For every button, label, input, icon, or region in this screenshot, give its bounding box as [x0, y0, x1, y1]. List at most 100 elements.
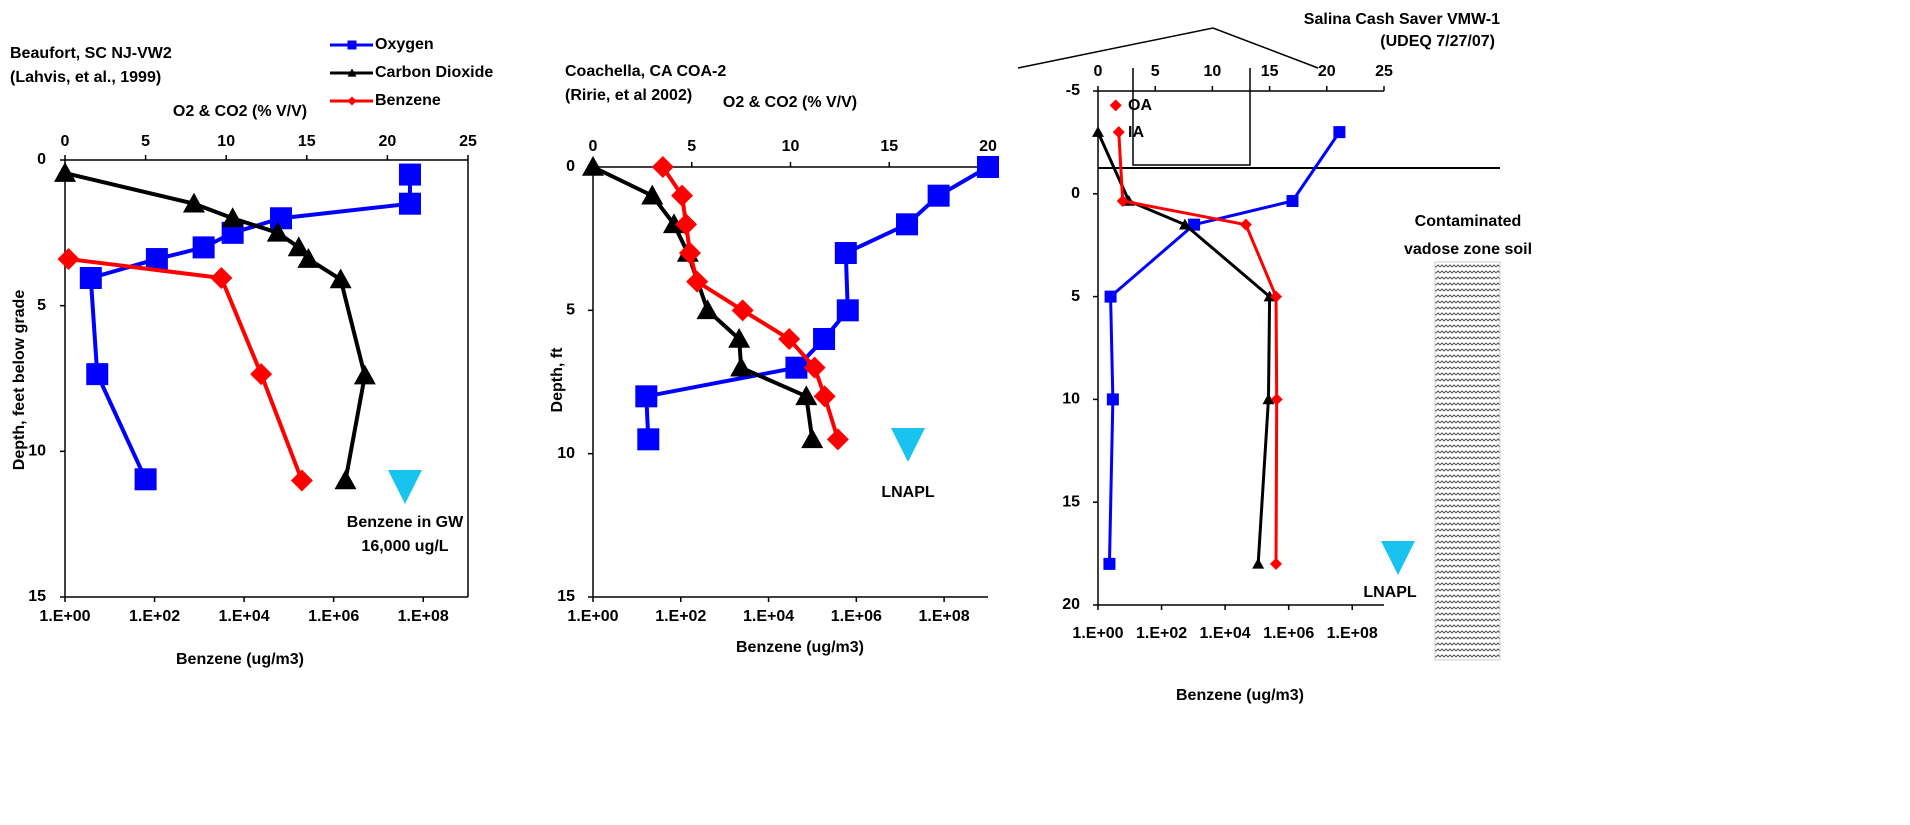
marker	[675, 213, 698, 236]
y-tick-label: 10	[557, 445, 575, 462]
marker	[1262, 393, 1275, 405]
marker	[678, 242, 701, 264]
water-table-marker	[891, 428, 925, 462]
marker	[813, 328, 836, 350]
annotation: LNAPL	[881, 484, 935, 501]
marker	[221, 221, 244, 244]
marker	[1270, 557, 1283, 570]
chart-title: Coachella, CA COA-2	[565, 63, 726, 80]
marker	[192, 236, 215, 259]
x-tick-label: 1.E+04	[743, 608, 794, 625]
x-tick-label: 1.E+00	[1072, 625, 1123, 642]
x2-tick-label: 0	[589, 138, 598, 155]
marker	[896, 213, 919, 236]
y-tick-label: 0	[1071, 185, 1080, 202]
marker	[801, 428, 824, 449]
x-tick-label: 1.E+04	[219, 608, 270, 625]
y-tick-label: 5	[37, 297, 46, 314]
x-tick-label: 1.E+04	[1200, 625, 1251, 642]
x-tick-label: 1.E+06	[308, 608, 359, 625]
x2-tick-label: 15	[1261, 63, 1279, 80]
x-tick-label: 1.E+06	[1263, 625, 1314, 642]
marker	[347, 96, 357, 106]
marker	[1116, 194, 1129, 207]
y-tick-label: 15	[1062, 493, 1080, 510]
marker	[270, 207, 293, 230]
x2-tick-label: 25	[459, 133, 477, 150]
series-line	[88, 174, 412, 481]
x2-axis-label: O2 & CO2 (% V/V)	[173, 103, 307, 120]
x2-tick-label: 5	[687, 138, 696, 155]
series-line	[1107, 131, 1341, 564]
marker	[182, 192, 205, 213]
marker	[1270, 393, 1283, 406]
marker	[651, 156, 674, 178]
annotation: LNAPL	[1363, 584, 1417, 601]
marker	[686, 270, 709, 293]
x2-tick-label: 25	[1375, 63, 1393, 80]
x-tick-label: 1.E+00	[39, 608, 90, 625]
annotation: 16,000 ug/L	[361, 538, 448, 555]
x2-tick-label: 0	[1094, 63, 1103, 80]
marker	[582, 156, 604, 176]
x2-tick-label: 20	[1318, 63, 1336, 80]
marker	[266, 221, 289, 242]
marker	[221, 207, 244, 228]
legend-label: Oxygen	[375, 36, 434, 53]
marker	[79, 266, 102, 289]
marker	[1112, 126, 1125, 139]
house-sketch	[1017, 27, 1500, 169]
water-table-marker	[1381, 541, 1415, 575]
x-tick-label: 1.E+02	[655, 608, 706, 625]
x-axis-label: Benzene (ug/m3)	[1176, 687, 1304, 704]
y-tick-label: -5	[1066, 82, 1080, 99]
marker	[728, 328, 751, 348]
y-tick-label: 5	[566, 302, 575, 319]
marker	[1178, 218, 1191, 230]
annotation: IA	[1128, 124, 1144, 141]
water-table-marker	[388, 470, 422, 504]
chart-title: (UDEQ 7/27/07)	[1380, 33, 1495, 50]
marker	[297, 248, 320, 268]
series-line	[68, 257, 304, 482]
x2-tick-label: 5	[141, 133, 150, 150]
marker	[290, 469, 313, 492]
annotation: Benzene in GW	[347, 514, 464, 531]
x2-tick-label: 20	[979, 138, 997, 155]
y-tick-label: 5	[1071, 288, 1080, 305]
marker	[696, 299, 719, 320]
marker	[1333, 126, 1346, 139]
y-axis-label: Depth, feet below grade	[11, 290, 28, 471]
y-tick-label: 20	[1062, 596, 1080, 613]
marker	[134, 468, 157, 491]
marker	[353, 364, 376, 385]
marker	[210, 266, 233, 289]
marker	[1239, 218, 1252, 231]
marker	[1188, 218, 1201, 231]
series-line	[1117, 132, 1279, 564]
marker	[1103, 557, 1116, 570]
marker	[57, 248, 80, 271]
marker	[329, 268, 352, 289]
marker	[637, 428, 660, 451]
x-tick-label: 1.E+08	[919, 608, 970, 625]
x2-tick-label: 5	[1151, 63, 1160, 80]
marker	[347, 68, 357, 77]
marker	[250, 363, 273, 386]
marker	[1092, 126, 1104, 137]
marker	[1109, 99, 1122, 112]
marker	[795, 385, 818, 406]
x2-axis-label: O2 & CO2 (% V/V)	[723, 94, 857, 111]
marker	[635, 385, 658, 408]
x2-tick-label: 10	[217, 133, 235, 150]
x-axis-label: Benzene (ug/m3)	[736, 639, 864, 656]
chart-title: Salina Cash Saver VMW-1	[1304, 11, 1500, 28]
marker	[1104, 290, 1117, 303]
marker	[641, 184, 664, 205]
x2-tick-label: 15	[880, 138, 898, 155]
marker	[334, 469, 357, 490]
marker	[826, 428, 849, 451]
series-line	[592, 165, 815, 440]
marker	[398, 192, 421, 215]
x-tick-label: 1.E+08	[398, 608, 449, 625]
